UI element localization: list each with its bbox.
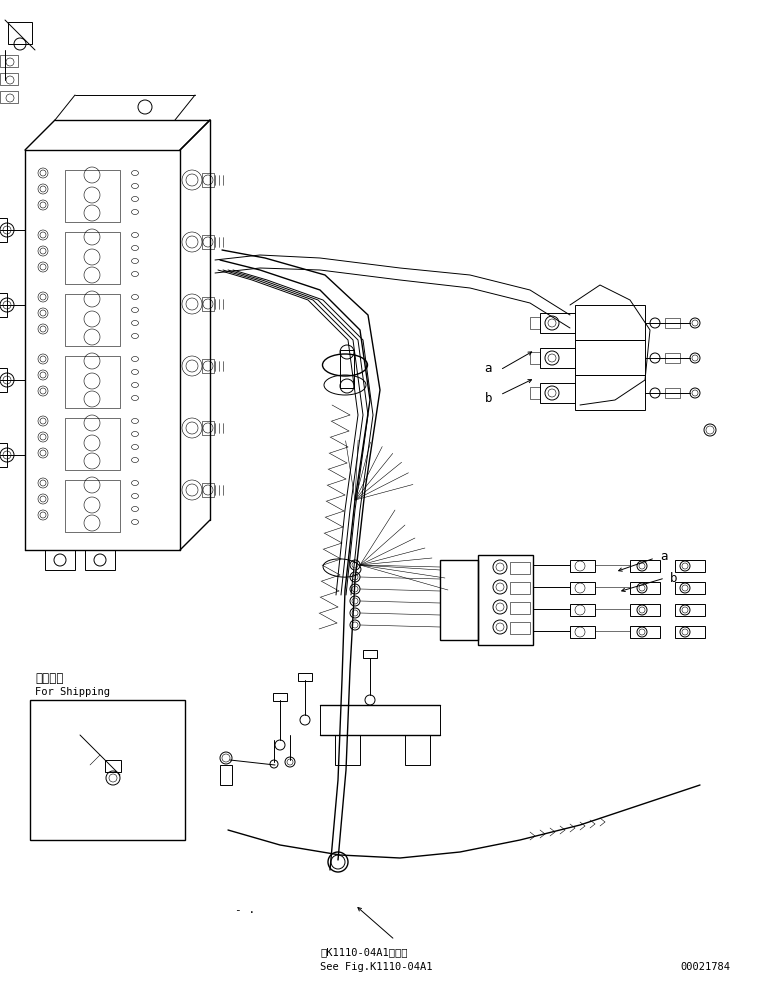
Bar <box>8 22 32 44</box>
Bar <box>540 383 575 403</box>
Text: 運携部品: 運携部品 <box>35 672 64 685</box>
Bar <box>630 582 660 594</box>
Bar <box>510 602 530 614</box>
Bar <box>675 560 705 572</box>
Bar <box>478 555 533 645</box>
Bar <box>575 305 645 340</box>
Bar <box>570 626 595 638</box>
Text: a: a <box>660 549 668 562</box>
Bar <box>202 297 214 311</box>
Bar <box>630 560 660 572</box>
Bar <box>105 760 121 772</box>
Bar <box>202 173 214 187</box>
Bar <box>65 418 120 470</box>
Bar <box>30 700 185 840</box>
Text: b: b <box>484 391 492 404</box>
Bar <box>530 317 540 329</box>
Bar <box>298 673 312 681</box>
Bar <box>570 560 595 572</box>
Bar <box>440 560 478 640</box>
Bar <box>665 353 680 363</box>
Text: a: a <box>484 362 492 374</box>
Bar <box>575 375 645 410</box>
Bar <box>65 170 120 222</box>
Bar <box>510 562 530 574</box>
Bar <box>335 735 360 765</box>
Bar <box>675 604 705 616</box>
Text: See Fig.K1110-04A1: See Fig.K1110-04A1 <box>320 962 432 972</box>
Bar <box>0 91 18 103</box>
Bar <box>665 388 680 398</box>
Bar <box>202 483 214 497</box>
Bar <box>220 765 232 785</box>
Bar <box>202 235 214 249</box>
Bar <box>65 480 120 532</box>
Bar <box>65 294 120 346</box>
Bar <box>665 318 680 328</box>
Bar <box>530 352 540 364</box>
Bar <box>630 604 660 616</box>
Bar <box>570 604 595 616</box>
Bar <box>85 550 115 570</box>
Bar <box>0 293 7 317</box>
Text: - .: - . <box>235 905 255 915</box>
Bar <box>340 350 354 388</box>
Bar <box>0 55 18 67</box>
Bar <box>530 387 540 399</box>
Bar <box>575 340 645 375</box>
Bar <box>405 735 430 765</box>
Bar <box>0 443 7 467</box>
Bar <box>202 421 214 435</box>
Bar <box>675 582 705 594</box>
Text: For Shipping: For Shipping <box>35 687 110 697</box>
Text: 00021784: 00021784 <box>680 962 730 972</box>
Bar <box>363 650 377 658</box>
Bar <box>540 348 575 368</box>
Bar <box>45 550 75 570</box>
Bar <box>540 313 575 333</box>
Bar <box>510 622 530 634</box>
Bar <box>675 626 705 638</box>
Text: 第K1110-04A1図参照: 第K1110-04A1図参照 <box>320 947 407 957</box>
Bar <box>570 582 595 594</box>
Text: b: b <box>670 571 678 585</box>
Bar <box>202 359 214 373</box>
Bar <box>65 232 120 284</box>
Bar <box>65 356 120 408</box>
Bar <box>0 368 7 392</box>
Bar <box>510 582 530 594</box>
Bar <box>0 73 18 85</box>
Bar <box>273 693 287 701</box>
Bar <box>0 218 7 242</box>
Bar <box>630 626 660 638</box>
